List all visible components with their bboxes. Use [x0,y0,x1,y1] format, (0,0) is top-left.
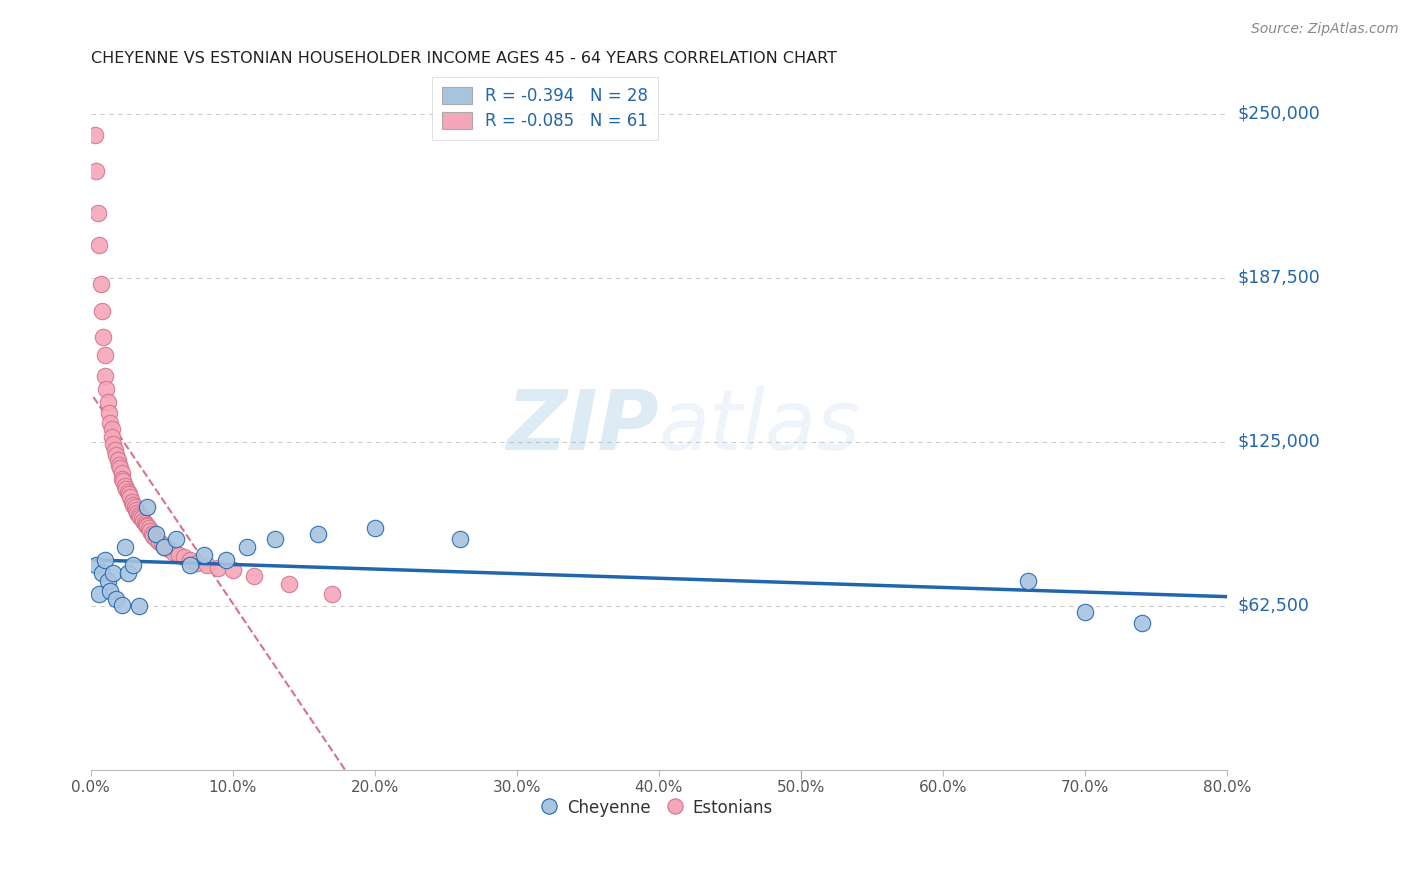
Point [122,498,145,512]
Point [136,500,159,515]
Point [111,472,134,486]
Point [83,128,105,142]
Point [117,566,139,580]
Point [97,574,120,588]
Text: $250,000: $250,000 [1237,104,1320,122]
Point [89,238,111,252]
Point [117,484,139,499]
Point [150,537,173,551]
Point [110,461,132,475]
Point [100,584,122,599]
Point [141,526,163,541]
Point [122,558,145,573]
Point [138,521,160,535]
Point [236,540,259,554]
Point [111,467,134,481]
Point [132,514,155,528]
Point [134,516,156,531]
Point [145,526,167,541]
Point [162,545,184,559]
Point [124,500,146,515]
Point [321,587,343,601]
Text: $187,500: $187,500 [1237,268,1320,286]
Point [114,540,136,554]
Point [186,556,208,570]
Point [90,277,112,292]
Point [145,532,167,546]
Point [93,330,115,344]
Point [100,417,122,431]
Point [131,511,153,525]
Point [84,164,107,178]
Point [179,558,201,573]
Point [139,524,162,538]
Point [91,303,114,318]
Point [111,598,134,612]
Point [105,448,128,462]
Point [142,529,165,543]
Point [148,534,170,549]
Point [120,490,142,504]
Point [84,558,107,573]
Point [207,561,229,575]
Point [363,521,385,535]
Point [221,564,243,578]
Text: $62,500: $62,500 [1237,597,1310,615]
Point [278,576,301,591]
Point [153,540,176,554]
Point [94,553,117,567]
Point [91,566,114,580]
Point [128,508,150,523]
Point [129,509,152,524]
Text: $125,000: $125,000 [1237,433,1320,450]
Point [243,568,266,582]
Point [165,532,187,546]
Point [108,458,131,473]
Point [105,592,128,607]
Point [103,437,125,451]
Point [97,395,120,409]
Point [195,558,218,573]
Point [94,369,117,384]
Point [114,479,136,493]
Point [128,599,150,613]
Point [167,548,190,562]
Text: Source: ZipAtlas.com: Source: ZipAtlas.com [1251,22,1399,37]
Point [107,453,129,467]
Point [118,487,141,501]
Text: atlas: atlas [659,385,860,467]
Point [264,532,287,546]
Point [94,348,117,362]
Point [157,542,180,557]
Point [103,566,125,580]
Point [98,406,121,420]
Legend: Cheyenne, Estonians: Cheyenne, Estonians [538,792,779,823]
Point [86,206,108,220]
Point [127,506,149,520]
Point [193,548,215,562]
Text: CHEYENNE VS ESTONIAN HOUSEHOLDER INCOME AGES 45 - 64 YEARS CORRELATION CHART: CHEYENNE VS ESTONIAN HOUSEHOLDER INCOME … [90,51,837,66]
Point [135,517,157,532]
Point [112,474,135,488]
Point [307,526,329,541]
Point [179,553,201,567]
Point [1017,574,1039,588]
Point [1130,615,1153,630]
Point [89,587,111,601]
Point [214,553,236,567]
Point [101,429,124,443]
Point [1074,606,1097,620]
Point [121,495,143,509]
Point [173,550,195,565]
Point [136,518,159,533]
Point [104,442,127,457]
Point [115,482,138,496]
Point [101,422,124,436]
Text: ZIP: ZIP [506,385,659,467]
Point [125,503,148,517]
Point [449,532,471,546]
Point [153,540,176,554]
Point [96,382,118,396]
